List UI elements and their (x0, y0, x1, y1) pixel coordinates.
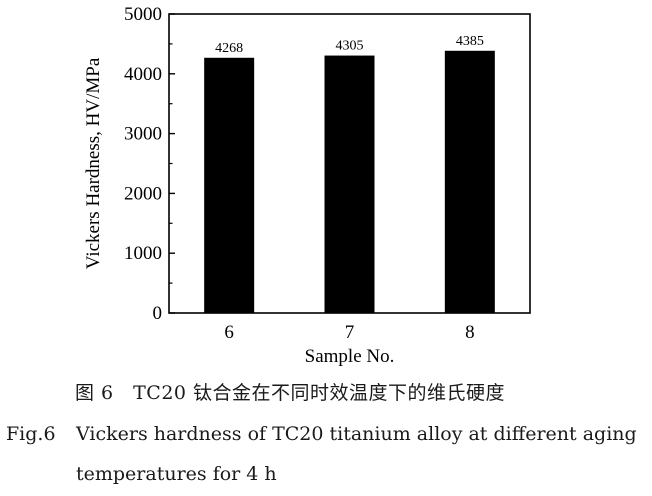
bar-chart: 4268 4305 4385 0 1000 2000 3000 4000 5000 6 7 8 Samp… (83, 4, 531, 367)
x-tick-label-7: 7 (345, 322, 355, 343)
data-label-sample-8: 4385 (456, 34, 484, 49)
chart-figure: 4268 4305 4385 0 1000 2000 3000 4000 5000 6 7 8 Samp… (83, 4, 531, 367)
y-tick-label-0: 0 (153, 303, 163, 324)
y-tick-label-1000: 1000 (124, 243, 162, 264)
y-tick-label-2000: 2000 (124, 183, 162, 204)
y-axis-title: Vickers Hardness, HV/MPa (83, 57, 104, 269)
data-label-sample-7: 4305 (336, 39, 364, 54)
x-tick-label-8: 8 (465, 322, 475, 343)
figure-caption-english-line2: temperatures for 4 h (76, 463, 277, 485)
figure-caption-english-line1: Vickers hardness of TC20 titanium alloy … (76, 423, 637, 445)
x-tick-label-6: 6 (224, 322, 234, 343)
bar-sample-8 (444, 50, 495, 313)
x-axis-title: Sample No. (305, 346, 395, 367)
figure-caption-chinese: 图 6 TC20 钛合金在不同时效温度下的维氏硬度 (75, 382, 506, 404)
y-tick-label-5000: 5000 (124, 4, 162, 25)
bar-sample-6 (204, 57, 255, 313)
y-tick-label-3000: 3000 (124, 124, 162, 145)
y-tick-label-4000: 4000 (124, 64, 162, 85)
figure-caption-label: Fig.6 (6, 423, 56, 445)
data-label-sample-6: 4268 (215, 41, 243, 56)
bar-sample-7 (324, 55, 375, 313)
